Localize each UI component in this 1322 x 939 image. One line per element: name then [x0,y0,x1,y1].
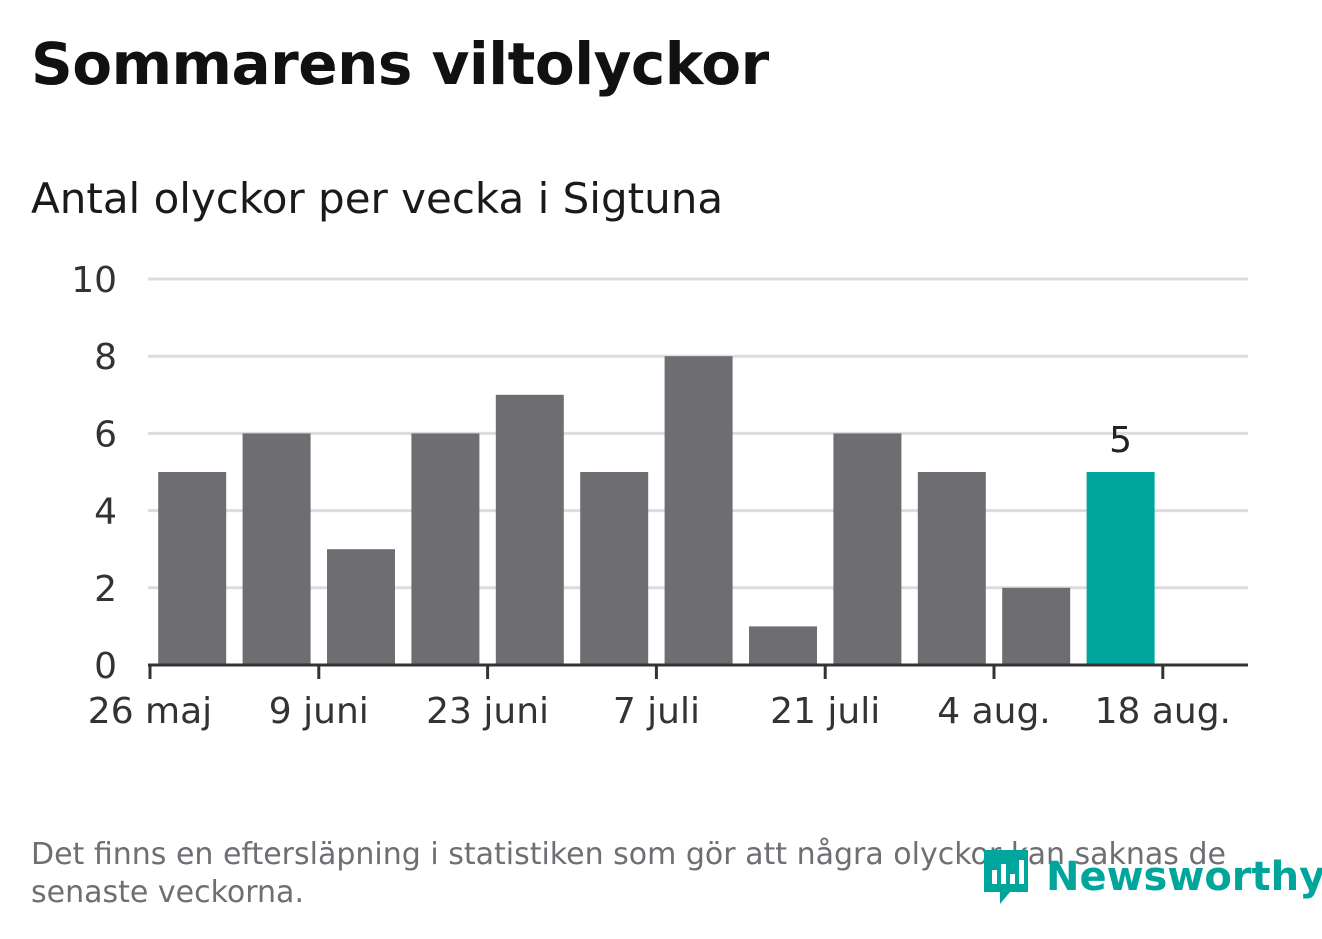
data-labels: 5 [1109,420,1132,461]
newsworthy-logo: Newsworthy [980,846,1322,908]
bar-11 [1002,587,1071,665]
y-tick-label: 4 [94,492,117,533]
x-tick-labels: 26 maj 9 juni 23 juni 7 juli 21 juli 4 aug. 18… [88,691,1231,732]
bars [158,356,1155,665]
y-tick-label: 10 [71,260,117,301]
x-axis [148,663,1248,679]
bar-chart: 0 2 4 6 8 10 26 maj 9 juni 23 juni 7 juli 21 juli… [71,260,1248,732]
x-tick-label: 26 maj [88,691,212,732]
logo-text: Newsworthy [1046,854,1322,900]
bar-8 [749,626,817,665]
bar-2 [242,433,311,665]
x-tick-label: 4 aug. [937,691,1051,732]
y-tick-label: 0 [94,646,117,687]
bar-6 [580,472,649,665]
y-tick-label: 2 [94,569,117,610]
bar-10 [917,472,986,665]
x-tick-label: 9 juni [269,691,369,732]
x-tick-label: 21 juli [770,691,880,732]
bar-4 [411,433,480,665]
chart-subtitle: Antal olyckor per vecka i Sigtuna [31,174,724,223]
bar-5 [495,394,564,665]
bar-12 [1086,472,1155,665]
x-tick-label: 18 aug. [1095,691,1231,732]
chart-title: Sommarens viltolyckor [31,30,769,98]
x-tick-label: 23 juni [426,691,549,732]
y-tick-label: 6 [94,414,117,455]
bar-7 [664,356,733,665]
bar-1 [158,472,227,665]
bar-3 [327,549,395,665]
y-tick-label: 8 [94,337,117,378]
y-tick-labels: 0 2 4 6 8 10 [71,260,117,687]
data-label-highlight: 5 [1109,420,1132,461]
logo-icon [984,850,1028,904]
x-tick-label: 7 juli [613,691,700,732]
bar-9 [833,433,902,665]
